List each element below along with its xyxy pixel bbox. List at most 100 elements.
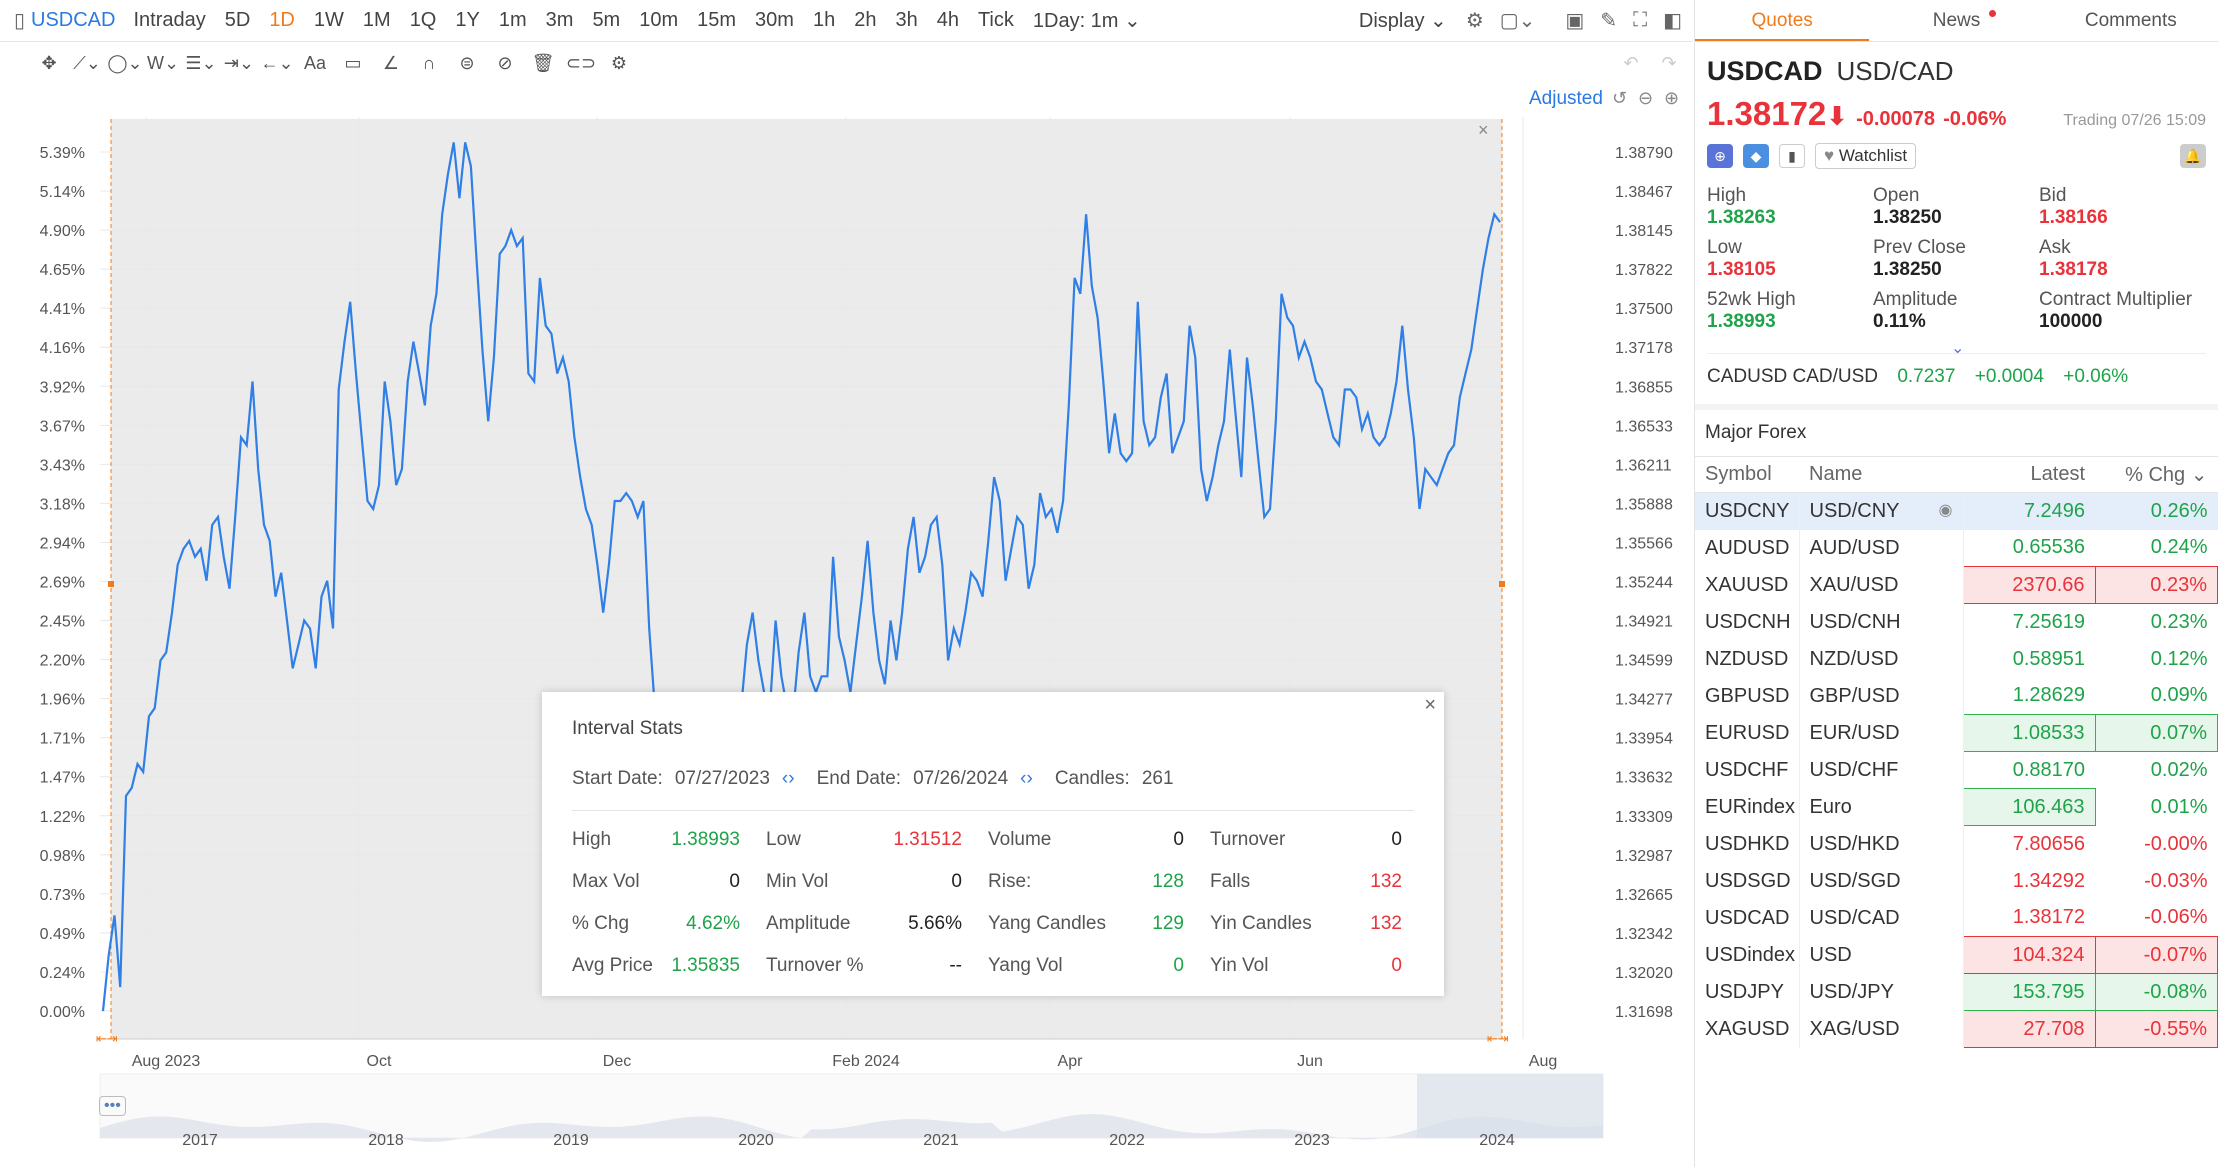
cadusd-price: 0.7237 — [1897, 366, 1956, 387]
forex-row-usdindex[interactable]: USDindex USD 104.324 -0.07% — [1695, 936, 2218, 974]
tab-comments[interactable]: Comments — [2044, 0, 2218, 41]
fullscreen-icon[interactable]: ⛶ — [1633, 9, 1648, 31]
interval-rise: Rise: 128 — [988, 871, 1210, 893]
timeframe-5d[interactable]: 5D — [224, 9, 251, 31]
forex-symbol: XAGUSD — [1695, 1010, 1800, 1048]
redo-icon[interactable]: ↷ — [1661, 52, 1677, 73]
range-start-arrows-icon[interactable]: ⇤⇥ — [96, 1031, 118, 1046]
circle-tool-icon[interactable]: ◯⌄ — [107, 52, 143, 73]
forex-row-usdcny[interactable]: USDCNY USD/CNY ◉ 7.2496 0.26% — [1695, 492, 2218, 530]
settings-small-icon[interactable]: ⚙ — [610, 52, 628, 73]
forex-row-xauusd[interactable]: XAUUSD XAU/USD 2370.66 0.23% — [1695, 566, 2218, 604]
tab-news[interactable]: News — [1869, 0, 2043, 41]
timeframe-1m[interactable]: 1M — [362, 9, 391, 31]
timeframe-15m[interactable]: 15m — [697, 9, 737, 31]
range-end-handle[interactable] — [1499, 581, 1505, 587]
arrow-tool-icon[interactable]: ←⌄ — [260, 52, 294, 73]
watchlist-label: Watchlist — [1838, 146, 1908, 165]
range-start-handle[interactable] — [108, 581, 114, 587]
forex-row-xagusd[interactable]: XAGUSD XAG/USD 27.708 -0.55% — [1695, 1010, 2218, 1048]
timeframe-1d[interactable]: 1D — [269, 9, 295, 31]
link-icon[interactable]: ⊂⊃ — [565, 52, 597, 73]
gear-icon[interactable]: ⚙ — [1465, 10, 1484, 32]
display-dropdown[interactable]: Display ⌄ — [1358, 10, 1447, 32]
timeframe-2h[interactable]: 2h — [854, 9, 877, 31]
column-latest[interactable]: Latest — [1963, 456, 2095, 493]
magnet-icon[interactable]: ∩ — [422, 52, 436, 73]
timeframe-1m[interactable]: 1m — [498, 9, 527, 31]
timeframe-4h[interactable]: 4h — [936, 9, 959, 31]
forex-row-eurusd[interactable]: EURUSD EUR/USD 1.08533 0.07% — [1695, 714, 2218, 752]
forex-row-eurindex[interactable]: EURindex Euro 106.463 0.01% — [1695, 788, 2218, 826]
column-symbol[interactable]: Symbol — [1695, 456, 1799, 493]
more-icon[interactable]: ••• — [99, 1096, 126, 1116]
chart-area[interactable]: 5.39% 5.14% 4.90% 4.65% 4.41% 4.16% 3.92% 3.67%… — [0, 84, 1692, 1167]
eye-icon[interactable]: ◉ — [1938, 501, 1953, 519]
timeframe-3m[interactable]: 3m — [545, 9, 574, 31]
text-tool-icon[interactable]: Aa — [303, 52, 327, 73]
forex-row-usdjpy[interactable]: USDJPY USD/JPY 153.795 -0.08% — [1695, 973, 2218, 1011]
range-end-arrows-icon[interactable]: ⇤⇥ — [1487, 1031, 1509, 1046]
interval-select[interactable]: 1Day: 1m ⌄ — [1033, 8, 1141, 33]
undo-icon[interactable]: ↶ — [1623, 52, 1639, 73]
close-range-icon[interactable]: × — [1478, 120, 1489, 140]
sidebar-toggle-icon[interactable]: ▯ — [14, 10, 26, 32]
timeframe-3h[interactable]: 3h — [895, 9, 918, 31]
cadusd-row[interactable]: CADUSD CAD/USD 0.7237 +0.0004 +0.06% — [1707, 353, 2206, 388]
forex-row-usdcnh[interactable]: USDCNH USD/CNH 7.25619 0.23% — [1695, 603, 2218, 641]
timeframe-5m[interactable]: 5m — [592, 9, 621, 31]
trash-icon[interactable]: 🗑 — [531, 52, 555, 73]
timeframe-1q[interactable]: 1Q — [409, 9, 437, 31]
tag-icon[interactable]: ◆ — [1743, 144, 1769, 168]
forex-row-usdsgd[interactable]: USDSGD USD/SGD 1.34292 -0.03% — [1695, 862, 2218, 900]
close-icon[interactable]: × — [1424, 694, 1436, 716]
start-date-adjust-icon[interactable]: ‹› — [781, 768, 795, 789]
expand-icon[interactable]: ⌄ — [1951, 340, 1965, 357]
forex-row-usdhkd[interactable]: USDHKD USD/HKD 7.80656 -0.00% — [1695, 825, 2218, 863]
tab-quotes[interactable]: Quotes — [1695, 0, 1870, 41]
navigator-window[interactable] — [1417, 1074, 1603, 1138]
layout-icon[interactable]: ▢⌄ — [1499, 10, 1536, 32]
bookmark-icon[interactable]: ▮ — [1779, 144, 1805, 168]
interval-stat-value: 1.38993 — [671, 829, 740, 850]
end-date-adjust-icon[interactable]: ‹› — [1020, 768, 1033, 789]
forex-row-usdchf[interactable]: USDCHF USD/CHF 0.88170 0.02% — [1695, 751, 2218, 789]
adjusted-toggle[interactable]: Adjusted — [1529, 88, 1602, 109]
note-icon[interactable]: ▭ — [344, 52, 362, 73]
start-date-label: Start Date: — [572, 768, 663, 789]
forex-row-audusd[interactable]: AUDUSD AUD/USD 0.65536 0.24% — [1695, 529, 2218, 567]
forex-row-nzdusd[interactable]: NZDUSD NZD/USD 0.58951 0.12% — [1695, 640, 2218, 678]
trendline-icon[interactable]: ⟋⌄ — [73, 52, 101, 73]
timeframe-1y[interactable]: 1Y — [455, 9, 480, 31]
forex-row-usdcad[interactable]: USDCAD USD/CAD 1.38172 -0.06% — [1695, 899, 2218, 937]
watchlist-button[interactable]: ♥ Watchlist — [1815, 143, 1917, 169]
stat-52wk-high: 52wk High 1.38993 — [1707, 289, 1873, 339]
pencil-icon[interactable]: ✎ — [1600, 10, 1618, 32]
reset-icon[interactable]: ↺ — [1612, 88, 1628, 108]
fib-tool-icon[interactable]: ☰⌄ — [185, 52, 217, 73]
globe-icon[interactable]: ⊕ — [1707, 144, 1733, 168]
forex-name: USD/CNY ◉ — [1799, 492, 1964, 530]
forex-row-gbpusd[interactable]: GBPUSD GBP/USD 1.28629 0.09% — [1695, 677, 2218, 715]
price-chart[interactable]: 5.39% 5.14% 4.90% 4.65% 4.41% 4.16% 3.92% 3.67%… — [0, 84, 1692, 1167]
timeframe-1h[interactable]: 1h — [812, 9, 836, 31]
camera-icon[interactable]: ▣ — [1565, 10, 1585, 32]
column-chg[interactable]: % Chg ⌄ — [2095, 456, 2218, 493]
column-name[interactable]: Name — [1799, 456, 1963, 493]
timeframe-30m[interactable]: 30m — [755, 9, 794, 31]
bell-icon[interactable]: 🔔 — [2180, 144, 2206, 168]
wave-tool-icon[interactable]: W⌄ — [146, 52, 180, 73]
timeframe-10m[interactable]: 10m — [639, 9, 679, 31]
symbol-label[interactable]: USDCAD — [31, 9, 116, 31]
hide-icon[interactable]: ⊘ — [497, 52, 513, 73]
ruler-icon[interactable]: ∠ — [382, 52, 400, 73]
timeframe-1w[interactable]: 1W — [313, 9, 344, 31]
panel-toggle-icon[interactable]: ◧ — [1663, 10, 1682, 32]
move-icon[interactable]: ✥ — [41, 52, 57, 73]
zoom-out-icon[interactable]: ⊖ — [1638, 88, 1654, 108]
timeframe-intraday[interactable]: Intraday — [133, 9, 206, 31]
timeframe-tick[interactable]: Tick — [977, 9, 1014, 31]
zoom-in-icon[interactable]: ⊕ — [1664, 88, 1680, 108]
lock-icon[interactable]: ⊜ — [459, 52, 475, 73]
measure-icon[interactable]: ⇥⌄ — [223, 52, 255, 73]
